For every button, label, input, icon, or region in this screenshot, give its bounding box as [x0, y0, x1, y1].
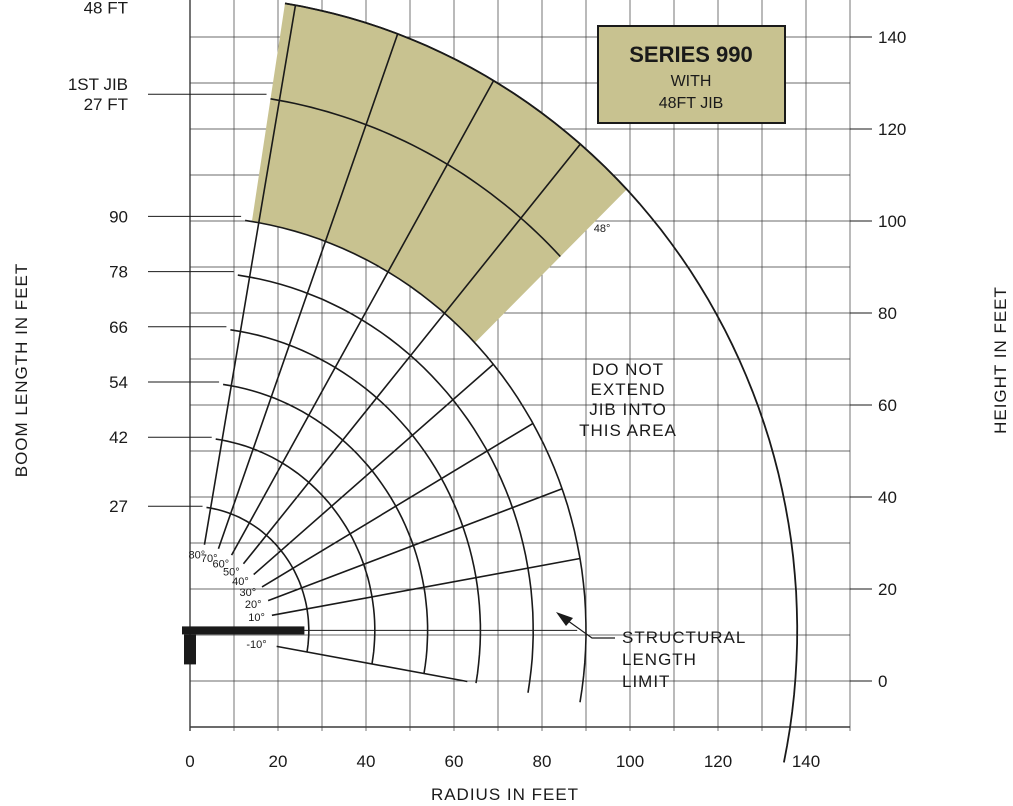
y-axis-title-left: BOOM LENGTH IN FEET	[12, 263, 31, 478]
angle-line	[276, 645, 468, 683]
x-tick-label: 0	[185, 752, 194, 771]
title-box-line3: 48FT JIB	[659, 95, 724, 112]
restricted-note-line2: EXTEND	[591, 380, 666, 399]
title-box: SERIES 990 WITH 48FT JIB	[597, 25, 786, 124]
y-tick-label: 40	[878, 488, 897, 507]
angle-label: 60°	[213, 559, 230, 571]
boom-length-label: 90	[109, 207, 128, 226]
y-tick-label: 80	[878, 304, 897, 323]
y-tick-label: 120	[878, 120, 906, 139]
structural-note-line2: LENGTH	[622, 650, 697, 669]
x-tick-label: 40	[357, 752, 376, 771]
angle-line	[230, 80, 495, 556]
restricted-note-line1: DO NOT	[592, 360, 664, 379]
angle-label: 80°	[188, 550, 205, 562]
angle-label: -10°	[246, 639, 266, 651]
title-box-line2: WITH	[671, 73, 712, 90]
boom-length-label: 42	[109, 428, 128, 447]
angle-label: 10°	[248, 612, 265, 624]
jib-length-label-line2: 27 FT	[84, 95, 128, 114]
title-box-bg	[597, 25, 786, 124]
structural-leader	[563, 617, 615, 639]
angle-label: 70°	[201, 553, 218, 565]
labels: 0 20 40 60 80 100 120 14002040608010012014080°7…	[68, 0, 907, 771]
jib-length-label-line2: 48 FT	[84, 0, 128, 18]
boom-arc	[215, 438, 376, 665]
boom-lines	[182, 2, 799, 763]
restricted-note-line3: JIB INTO	[589, 400, 667, 419]
y-axis-title-right: HEIGHT IN FEET	[991, 286, 1010, 434]
x-tick-label: 100	[616, 752, 644, 771]
angle-label: 30°	[239, 587, 256, 599]
x-axis-title: RADIUS IN FEET	[431, 785, 579, 804]
restricted-note-line4: THIS AREA	[579, 421, 677, 440]
y-tick-label: 140	[878, 28, 906, 47]
x-tick-label: 20	[269, 752, 288, 771]
x-tick-label: 140	[792, 752, 820, 771]
angle-label: 20°	[245, 599, 262, 611]
boom-arc	[206, 506, 310, 653]
boom-length-label: 66	[109, 318, 128, 337]
jib-area	[251, 3, 627, 343]
boom-arc	[230, 329, 482, 684]
jib-arc	[270, 98, 561, 258]
structural-limit-note: STRUCTURAL LENGTH LIMIT	[556, 612, 746, 691]
jib-arc	[284, 2, 628, 190]
angle-line	[242, 143, 581, 565]
boom-length-label: 78	[109, 263, 128, 282]
y-tick-label: 20	[878, 580, 897, 599]
x-tick-label: 80	[533, 752, 552, 771]
title-box-line1: SERIES 990	[629, 42, 753, 67]
angle-line	[267, 488, 563, 602]
boom-length-label: 27	[109, 497, 128, 516]
angle-line	[217, 33, 399, 549]
jib-length-label-line1: 1ST JIB	[68, 75, 128, 94]
y-tick-label: 60	[878, 396, 897, 415]
x-tick-label: 60	[445, 752, 464, 771]
structural-arrow	[556, 612, 573, 626]
angle-label: 40°	[232, 576, 249, 588]
structural-note-line1: STRUCTURAL	[622, 628, 746, 647]
boom-arc	[237, 274, 535, 693]
y-tick-label: 100	[878, 212, 906, 231]
restricted-area-note: DO NOT EXTEND JIB INTO THIS AREA	[579, 360, 677, 440]
turret-post	[184, 634, 196, 665]
boom-arc	[244, 219, 587, 703]
y-tick-label: 0	[878, 672, 887, 691]
jib-area-fill	[251, 3, 627, 343]
angle-line	[203, 5, 297, 545]
boom-arc	[222, 383, 429, 674]
jib-offset-label: 48°	[594, 223, 611, 235]
structural-note-line3: LIMIT	[622, 672, 670, 691]
angle-label: 50°	[223, 566, 240, 578]
x-tick-label: 120	[704, 752, 732, 771]
boom-length-label: 54	[109, 373, 128, 392]
